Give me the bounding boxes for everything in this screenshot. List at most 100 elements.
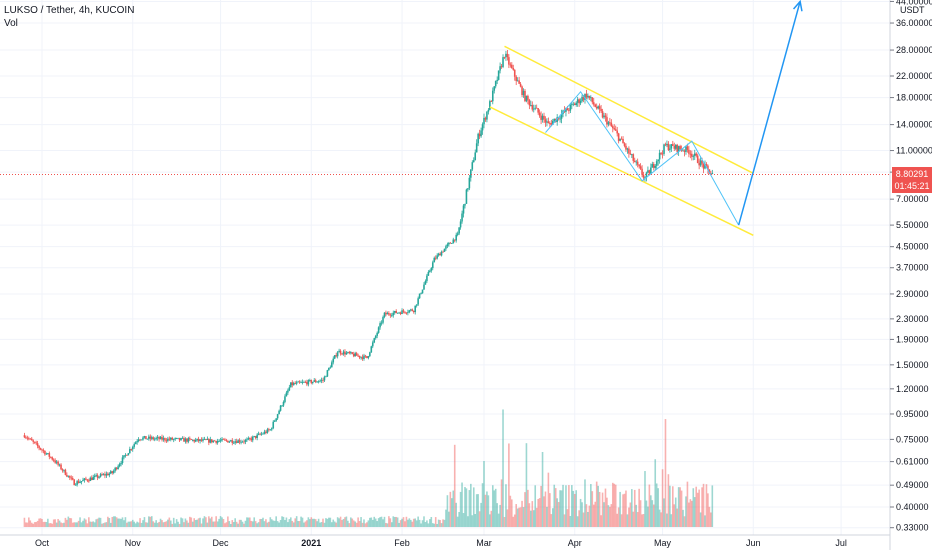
volume-bar: [616, 513, 618, 527]
candle-body: [572, 103, 575, 105]
volume-bar: [352, 520, 355, 527]
candle-body: [439, 253, 441, 256]
candle-body: [64, 469, 67, 475]
candle-body: [256, 434, 258, 439]
volume-bar: [626, 514, 629, 527]
candle-body: [436, 255, 438, 259]
volume-bar: [417, 516, 419, 527]
candle-body: [464, 203, 466, 206]
candle-body: [39, 448, 42, 450]
volume-bar: [237, 523, 239, 527]
candle-body: [98, 476, 100, 478]
candle-body: [565, 108, 567, 112]
candle-body: [446, 244, 449, 247]
volume-bar: [509, 495, 512, 527]
candle-body: [114, 467, 116, 471]
candle-body: [503, 57, 506, 58]
volume-bar: [511, 499, 513, 527]
candle-body: [79, 481, 81, 483]
volume-bar: [57, 518, 59, 527]
candle-body: [515, 76, 517, 82]
candle-body: [66, 474, 68, 477]
volume-bar: [121, 517, 124, 527]
candle-body: [682, 150, 684, 152]
volume-bar: [320, 522, 323, 527]
candle-body: [153, 438, 156, 440]
volume-bar: [241, 521, 244, 527]
candle-body: [442, 251, 444, 253]
volume-bar: [610, 504, 613, 527]
candle-body: [407, 312, 409, 313]
candle-body: [711, 173, 714, 175]
candle-body: [597, 106, 599, 109]
candle-body: [297, 381, 299, 383]
time-tick-label: May: [654, 538, 672, 548]
candle-body: [505, 53, 507, 58]
candle-body: [178, 437, 181, 441]
candle-body: [431, 262, 434, 269]
volume-bar: [150, 516, 153, 527]
volume-bar: [79, 517, 81, 527]
last-price-tag: 8.80291 01:45:21: [892, 166, 932, 193]
volume-bar: [393, 516, 396, 527]
candle-body: [291, 382, 294, 386]
volume-bar: [502, 409, 504, 527]
volume-bar: [568, 485, 570, 527]
volume-bar: [304, 521, 307, 527]
candle-body: [259, 433, 261, 435]
candle-body: [80, 481, 83, 482]
volume-bar: [86, 523, 89, 527]
candle-body: [660, 152, 662, 154]
candle-body: [540, 115, 542, 120]
volume-bar: [562, 484, 564, 527]
volume-bar: [251, 521, 254, 527]
price-tick-label: 1.90000: [896, 334, 929, 344]
candle-body: [181, 438, 184, 439]
candle-body: [691, 153, 693, 157]
volume-bar: [430, 516, 433, 527]
volume-bar: [70, 518, 73, 527]
candle-body: [386, 313, 389, 315]
candle-body: [251, 436, 254, 441]
candle-body: [82, 480, 84, 482]
candle-body: [295, 382, 298, 384]
candle-body: [636, 161, 639, 165]
volume-bar: [247, 517, 250, 527]
volume-bar: [546, 506, 548, 527]
candle-body: [496, 79, 498, 82]
price-tick-label: 18.00000: [896, 93, 932, 103]
candle-body: [459, 221, 462, 228]
candle-body: [45, 453, 48, 455]
volume-bar: [52, 519, 55, 527]
candle-body: [83, 478, 86, 481]
volume-bar: [60, 522, 62, 527]
candle-body: [67, 475, 70, 477]
volume-bar: [686, 481, 689, 527]
candle-body: [484, 117, 487, 120]
candle-body: [676, 144, 678, 152]
candle-body: [276, 414, 279, 419]
candle-body: [313, 380, 316, 382]
price-tick-label: 2.90000: [896, 289, 929, 299]
candle-body: [688, 149, 690, 154]
candle-body: [266, 429, 269, 433]
volume-bar: [651, 500, 654, 527]
candle-body: [254, 435, 257, 439]
volume-bar: [164, 521, 166, 527]
volume-bar: [194, 520, 197, 527]
candle-body: [234, 441, 236, 443]
volume-bar: [664, 419, 667, 527]
candle-body: [412, 310, 415, 313]
candle-body: [263, 431, 266, 434]
candle-body: [600, 108, 602, 112]
candle-body: [598, 106, 601, 109]
volume-bar: [361, 522, 364, 527]
volume-bar: [329, 517, 332, 527]
volume-bar: [66, 519, 68, 527]
candle-body: [303, 381, 305, 383]
candle-body: [430, 268, 433, 271]
candle-body: [102, 474, 105, 475]
volume-bar: [472, 487, 475, 527]
